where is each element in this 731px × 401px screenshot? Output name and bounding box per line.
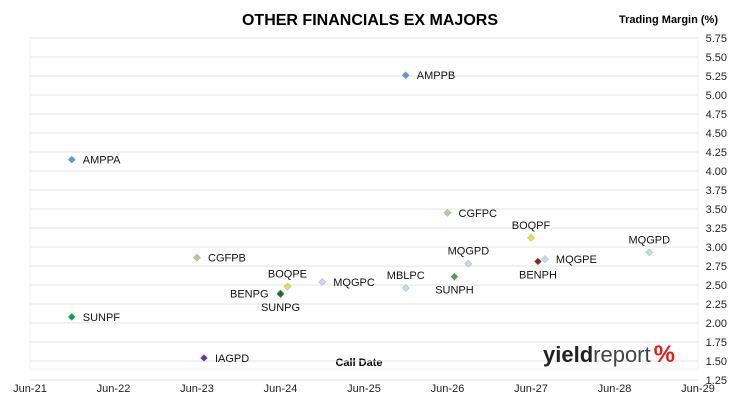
data-point-label: BOQPE [268,269,307,281]
data-point-marker [318,278,327,286]
yieldreport-logo: yieldreport% [543,341,675,368]
x-tick-label: Jun-29 [681,383,715,395]
data-point-cgfpb: CGFPB [193,253,246,265]
data-point-label: MQGPC [333,277,375,289]
data-point-mqgpc: MQGPC [318,277,375,289]
x-tick-label: Jun-25 [347,383,381,395]
data-point-sunpg: SUNPG [261,290,300,314]
data-point-label: MBLPC [387,270,425,282]
y-tick-label: 3.25 [706,223,727,235]
data-point-mqgpd: MQGPD [448,246,490,268]
data-point-label: CGFPC [459,208,498,220]
y-tick-label: 4.75 [706,109,727,121]
data-point-label: BOQPF [512,220,551,232]
data-point-benpg: BENPG [230,288,285,300]
data-point-marker [527,233,535,242]
data-point-marker [276,290,285,299]
data-point-label: MQGPD [629,234,671,246]
y-tick-label: 4.00 [706,166,727,178]
plot-area-frame [29,37,699,370]
data-point-marker [645,248,654,257]
y-tick-label: 4.50 [706,128,727,140]
y-tick-label: 2.75 [706,261,727,273]
data-points: AMPPB AMPPA CGFPC BOQPF MQGPD CGFPB MQGPE BENPH… [67,70,671,365]
y-tick-labels: 1.25 1.50 1.75 2.00 2.25 2.50 2.75 3.00 3.25 3.50… [706,33,727,387]
data-point-amppa: AMPPA [67,155,121,167]
data-point-sunpf: SUNPF [67,312,121,324]
x-axis-title: Call Date [335,357,382,369]
data-point-marker [67,155,76,164]
data-point-marker [534,257,542,266]
logo-percent-symbol: % [654,341,675,368]
data-point-boqpe: BOQPE [268,269,307,291]
data-point-label: BENPH [519,269,557,281]
x-tick-label: Jun-27 [514,383,548,395]
data-point-label: SUNPG [261,302,300,314]
data-point-mqgpe: MQGPE [541,254,597,266]
svg-text:yieldreport%: yieldreport% [543,341,675,368]
data-point-label: AMPPB [417,70,456,82]
x-tick-label: Jun-24 [264,383,298,395]
data-point-marker [401,71,410,80]
data-point-sunph: SUNPH [435,272,474,297]
x-tick-label: Jun-23 [180,383,214,395]
y-tick-label: 1.75 [706,337,727,349]
y-tick-label: 5.50 [706,52,727,64]
y-tick-label: 1.50 [706,356,727,368]
data-point-label: IAGPD [215,353,249,365]
y-tick-label: 2.25 [706,299,727,311]
data-point-label: BENPG [230,288,269,300]
data-point-label: SUNPH [435,285,474,297]
x-tick-label: Jun-28 [598,383,632,395]
data-point-marker [67,313,76,321]
y-tick-label: 4.25 [706,147,727,159]
y-tick-label: 1.25 [706,375,727,387]
data-point-marker [541,255,549,264]
data-point-amppb: AMPPB [401,70,456,82]
data-point-label: AMPPA [83,155,121,167]
data-point-marker [200,354,208,362]
x-tick-label: Jun-21 [13,383,47,395]
data-point-marker [283,282,292,291]
data-point-marker [464,259,473,268]
grid-lines [30,37,698,381]
data-point-label: MQGPE [556,254,597,266]
data-point-marker [443,208,452,217]
data-point-benph: BENPH [519,257,557,281]
data-point-mblpc: MBLPC [387,270,425,292]
y-tick-label: 5.25 [706,71,727,83]
y-tick-label: 2.50 [706,280,727,292]
x-tick-labels: Jun-21 Jun-22 Jun-23 Jun-24 Jun-25 Jun-26 Jun-… [13,383,715,395]
y-tick-label: 3.75 [706,185,727,197]
y-tick-label: 3.50 [706,204,727,216]
data-point-label: MQGPD [448,246,490,258]
y-tick-label: 2.00 [706,318,727,330]
data-point-boqpf: BOQPF [512,220,551,242]
data-point-marker [193,253,201,262]
y-tick-label: 5.75 [706,33,727,45]
data-point-iagpd: IAGPD [200,353,249,365]
logo-text-bold: yield [543,342,593,367]
data-point-cgfpc: CGFPC [443,208,498,220]
logo-text-light: report [593,342,650,367]
y-tick-label: 5.00 [706,90,727,102]
data-point-label: CGFPB [208,253,246,265]
x-tick-label: Jun-26 [431,383,465,395]
data-point-marker [401,284,410,292]
data-point-mqgpd: MQGPD [629,234,671,257]
y-axis-title: Trading Margin (%) [619,14,718,26]
data-point-label: SUNPF [83,312,121,324]
data-point-marker [450,272,459,281]
x-tick-label: Jun-22 [97,383,131,395]
chart-title: OTHER FINANCIALS EX MAJORS [242,12,498,29]
y-tick-label: 3.00 [706,242,727,254]
